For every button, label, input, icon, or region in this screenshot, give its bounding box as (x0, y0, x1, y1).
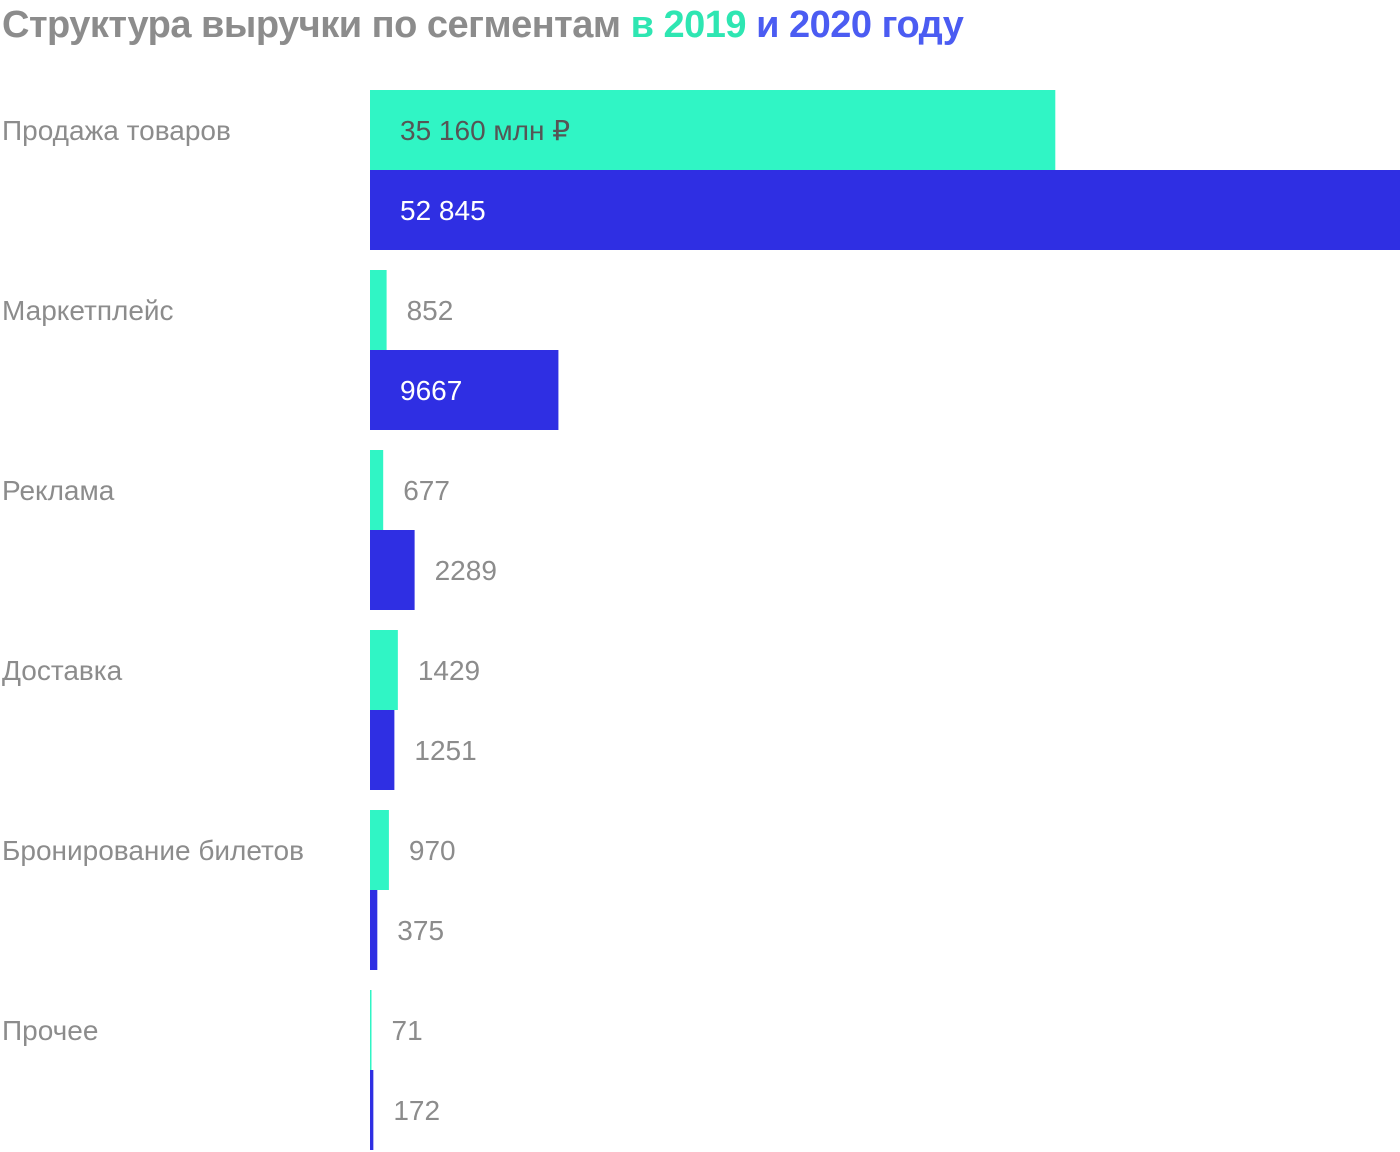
value-label-2019: 677 (403, 475, 450, 506)
value-label-2020: 172 (393, 1095, 440, 1126)
value-label-2019: 970 (409, 835, 456, 866)
category-label: Продажа товаров (2, 115, 231, 146)
category-label: Прочее (2, 1015, 98, 1046)
value-label-2019: 71 (392, 1015, 423, 1046)
bar-2020 (370, 350, 559, 430)
category-label: Доставка (2, 655, 123, 686)
bar-2019 (370, 990, 372, 1070)
category-label: Бронирование билетов (2, 835, 304, 866)
value-label-2020: 52 845 (400, 195, 486, 226)
value-label-2019: 1429 (418, 655, 480, 686)
value-label-2020: 375 (397, 915, 444, 946)
chart-title: Структура выручки по сегментам в 2019 и … (2, 0, 964, 50)
value-label-2020: 1251 (414, 735, 476, 766)
category-label: Маркетплейс (2, 295, 174, 326)
bar-2020 (370, 710, 395, 790)
bar-2020 (370, 530, 415, 610)
title-year-2020: и 2020 году (756, 4, 964, 46)
bar-2019 (370, 630, 398, 710)
bar-2020 (370, 890, 378, 970)
bar-2019 (370, 810, 389, 890)
bar-2019 (370, 450, 384, 530)
value-label-2020: 2289 (435, 555, 497, 586)
value-label-2019: 35 160 млн ₽ (400, 115, 570, 146)
bar-2019 (370, 90, 1056, 170)
title-year-2019: в 2019 (630, 4, 747, 46)
category-label: Реклама (2, 475, 115, 506)
bar-2020 (370, 170, 1400, 250)
title-main: Структура выручки по сегментам (2, 4, 621, 46)
bar-2019 (370, 270, 387, 350)
value-label-2019: 852 (407, 295, 454, 326)
value-label-2020: 9667 (400, 375, 462, 406)
bar-2020 (370, 1070, 374, 1150)
